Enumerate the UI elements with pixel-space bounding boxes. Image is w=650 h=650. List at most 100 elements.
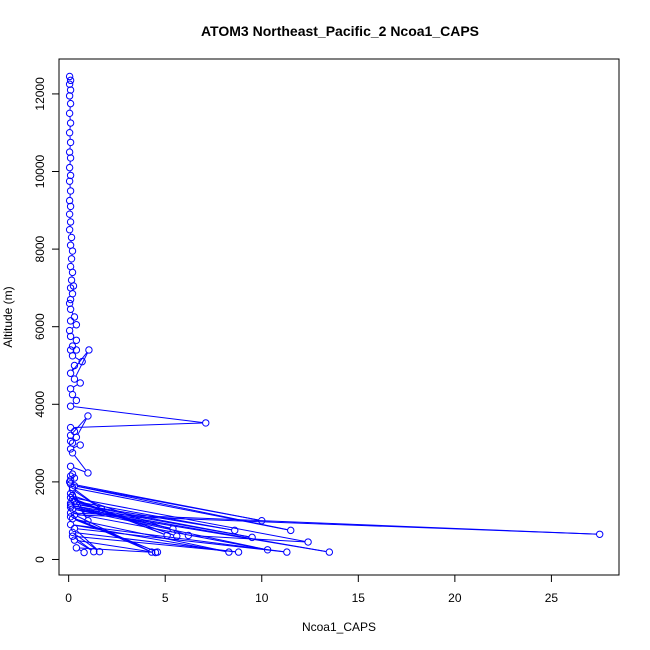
data-point: [70, 313, 79, 321]
data-point: [65, 72, 74, 81]
data-point: [70, 375, 79, 383]
series-segment: [72, 418, 87, 434]
data-point: [66, 187, 75, 195]
x-tick-label: 0: [65, 591, 72, 605]
data-point: [184, 531, 193, 540]
data-point: [68, 528, 77, 537]
data-point: [65, 177, 74, 185]
data-point: [67, 233, 76, 242]
data-point: [70, 474, 79, 482]
data-point: [68, 247, 77, 255]
data-point: [202, 419, 210, 427]
data-point: [231, 526, 239, 535]
data-point: [68, 449, 77, 457]
data-point: [173, 532, 181, 540]
x-tick-label: 20: [448, 591, 462, 605]
chart-title: ATOM3 Northeast_Pacific_2 Ncoa1_CAPS: [201, 23, 479, 39]
data-point: [65, 163, 74, 172]
data-point: [66, 503, 75, 511]
series-segment: [73, 497, 305, 542]
series-segment: [73, 503, 232, 531]
series-segment: [73, 406, 203, 423]
y-tick-label: 0: [33, 556, 47, 563]
y-axis: 0 2000 4000 6000 8000 10000 12000: [33, 77, 60, 563]
data-point: [151, 548, 160, 557]
data-point: [72, 544, 81, 552]
data-point: [65, 226, 74, 234]
data-point: [283, 548, 291, 556]
series-segment: [71, 312, 74, 315]
data-point: [66, 99, 75, 108]
y-tick-label: 4000: [33, 391, 47, 418]
x-axis: 0 5 10 15 20 25: [65, 574, 558, 605]
data-point: [68, 390, 77, 399]
y-tick-label: 10000: [33, 155, 47, 189]
data-point: [67, 255, 76, 263]
data-point: [66, 295, 75, 304]
data-point: [169, 525, 177, 533]
data-point: [68, 268, 77, 277]
data-point: [66, 437, 75, 445]
data-point: [66, 513, 75, 521]
plot-area: [65, 72, 604, 557]
data-point: [595, 530, 604, 538]
series-segment: [77, 514, 597, 535]
data-point: [287, 526, 295, 535]
data-point: [65, 210, 74, 218]
series-segment: [73, 513, 265, 550]
data-point: [66, 218, 75, 226]
series-segment: [75, 519, 155, 552]
data-point: [325, 548, 334, 556]
data-point: [84, 469, 92, 477]
series-segment: [75, 357, 80, 361]
data-point: [95, 548, 104, 556]
data-point: [80, 548, 88, 557]
data-point: [72, 321, 81, 329]
series-segment: [75, 532, 236, 553]
x-tick-label: 5: [162, 591, 169, 605]
x-tick-label: 15: [352, 591, 366, 605]
data-point: [66, 154, 75, 162]
data-point: [70, 482, 79, 490]
data-point: [65, 196, 74, 205]
data-point: [72, 336, 81, 344]
data-point: [248, 533, 256, 542]
data-point: [65, 326, 74, 335]
y-axis-label: Altitude (m): [1, 286, 15, 347]
data-point: [234, 548, 243, 556]
data-point: [66, 462, 75, 471]
data-point: [258, 516, 266, 525]
data-point: [65, 92, 74, 100]
data-point: [85, 346, 93, 354]
data-point: [65, 299, 74, 308]
data-point: [84, 516, 92, 525]
data-point: [72, 433, 81, 441]
series-segment: [72, 352, 88, 371]
data-point: [147, 548, 156, 556]
y-tick-label: 8000: [33, 235, 47, 262]
series-segment: [72, 402, 75, 405]
y-tick-label: 2000: [33, 468, 47, 495]
data-point: [68, 342, 77, 350]
data-point: [66, 202, 75, 211]
data-point: [70, 511, 79, 519]
data-point: [66, 520, 75, 529]
data-point: [90, 548, 98, 556]
data-point: [66, 171, 75, 180]
data-point: [66, 76, 75, 85]
x-axis-label: Ncoa1_CAPS: [302, 620, 376, 634]
series-segment: [73, 505, 249, 538]
series-segment: [77, 418, 87, 435]
data-point: [66, 305, 75, 313]
series-segment: [77, 540, 153, 553]
data-point: [70, 497, 79, 505]
data-point: [70, 536, 79, 544]
series-segment: [74, 422, 203, 428]
data-point: [68, 485, 77, 494]
data-point: [66, 423, 75, 432]
data-point: [66, 501, 75, 509]
data-point: [225, 548, 233, 556]
data-point: [70, 524, 79, 533]
series-segment: [73, 507, 170, 529]
